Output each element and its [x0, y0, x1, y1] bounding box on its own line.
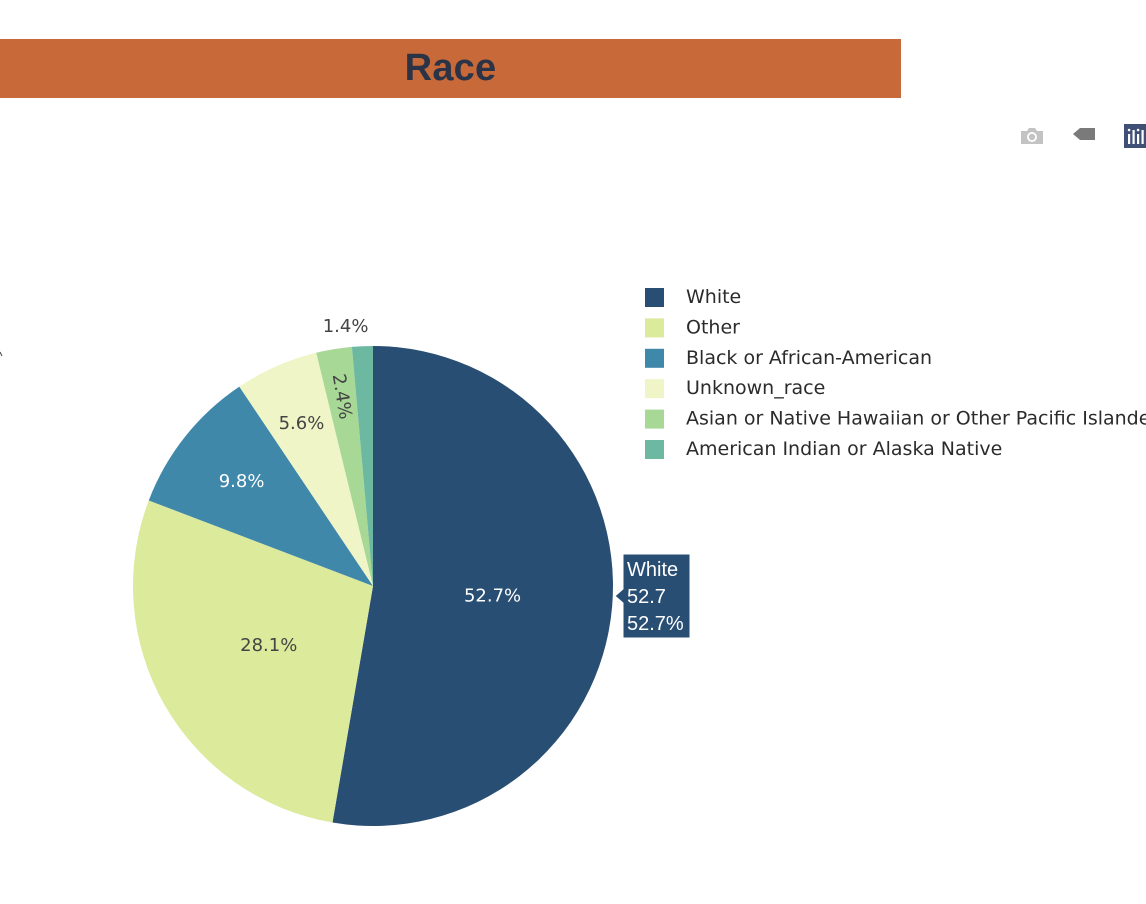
pie-slice-asian-or-native-hawaiian-or-other-pacific-islander[interactable] — [316, 346, 373, 586]
legend-label-other[interactable]: Other — [686, 316, 740, 338]
legend-label-asian-or-native-hawaiian-or-other-pacific-islander[interactable]: Asian or Native Hawaiian or Other Pacifi… — [686, 408, 1146, 430]
hover-value: 52.7 — [627, 586, 666, 608]
pie-slice-unknown-race[interactable] — [239, 352, 373, 586]
hover-label: White — [627, 559, 678, 581]
slice-label-american-indian-or-alaska-native: 1.4% — [323, 316, 369, 337]
legend-label-american-indian-or-alaska-native[interactable]: American Indian or Alaska Native — [686, 438, 1002, 460]
tag-icon[interactable] — [1070, 122, 1098, 150]
hover-percent: 52.7% — [627, 613, 684, 635]
legend-swatch-american-indian-or-alaska-native[interactable] — [645, 440, 664, 459]
hover-tooltip: White 52.7 52.7% — [614, 553, 691, 639]
plotly-logo-icon[interactable] — [1122, 122, 1146, 150]
hover-box — [614, 553, 691, 639]
legend-swatch-asian-or-native-hawaiian-or-other-pacific-islander[interactable] — [645, 409, 664, 429]
slice-label-unknown-race: 5.6% — [279, 413, 325, 434]
legend-label-white[interactable]: White — [686, 286, 741, 308]
legend-label-unknown-race[interactable]: Unknown_race — [686, 377, 825, 399]
legend-swatch-white[interactable] — [645, 288, 664, 307]
pie-slice-white[interactable] — [332, 346, 613, 826]
chart-legend: White Other Black or African-American Unkno… — [645, 286, 1146, 460]
legend-swatch-other[interactable] — [645, 318, 664, 338]
title-banner: Race — [0, 39, 901, 98]
pie-slice-black-or-african-american[interactable] — [148, 386, 373, 586]
edge-tick-mark — [0, 351, 3, 357]
chart-modebar — [1010, 122, 1146, 150]
page-title: Race — [404, 47, 497, 89]
pie-slices — [132, 346, 613, 826]
legend-label-black-or-african-american[interactable]: Black or African-American — [686, 347, 932, 369]
slice-label-white: 52.7% — [464, 586, 521, 607]
legend-swatch-black-or-african-american[interactable] — [645, 348, 664, 368]
legend-swatch-unknown-race[interactable] — [645, 379, 664, 399]
pie-slice-other[interactable] — [132, 500, 373, 823]
slice-label-black-or-african-american: 9.8% — [219, 471, 265, 492]
pie-slice-labels: 52.7%28.1%9.8%5.6%2.4%1.4% — [219, 316, 521, 656]
slice-label-other: 28.1% — [240, 635, 297, 656]
pie-slice-american-indian-or-alaska-native[interactable] — [351, 346, 373, 586]
camera-icon[interactable] — [1018, 122, 1046, 150]
